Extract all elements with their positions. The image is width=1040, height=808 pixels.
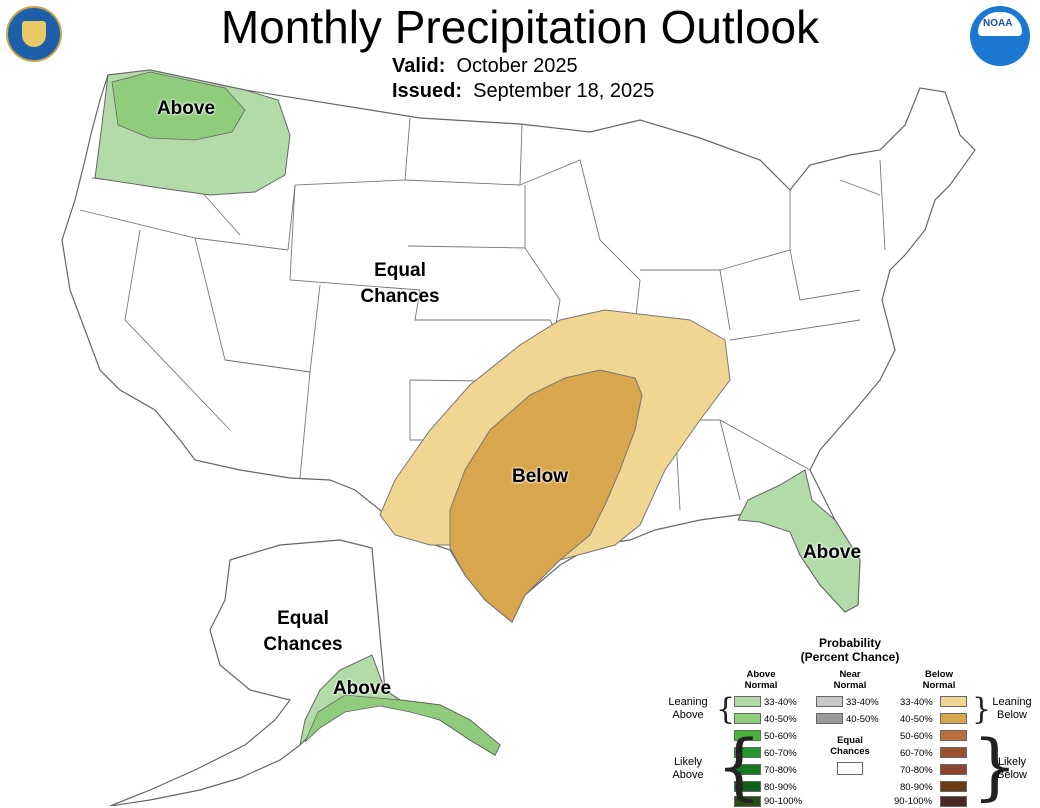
legend-head-below: Below Normal <box>904 669 974 691</box>
legend-likely-below: Likely Below <box>986 756 1038 782</box>
label-above-80-90: 80-90% <box>764 782 797 793</box>
label-below-90-100: 90-100% <box>894 796 933 807</box>
legend-leaning-below-2: Below <box>997 709 1027 721</box>
label-alaska-above: Above <box>332 678 392 699</box>
below-region-core <box>449 369 643 623</box>
label-above-90-100: 90-100% <box>764 796 803 807</box>
label-below-60-70: 60-70% <box>900 748 933 759</box>
issued-value: September 18, 2025 <box>473 80 655 102</box>
commerce-seal-icon <box>6 6 62 62</box>
valid-value: October 2025 <box>456 55 578 77</box>
legend-leaning-below-1: Leaning <box>992 696 1032 708</box>
label-below-50-60: 50-60% <box>900 731 933 742</box>
legend-head-above-2: Normal <box>744 680 778 691</box>
legend-likely-above-1: Likely <box>673 756 703 768</box>
label-above-50-60: 50-60% <box>764 731 797 742</box>
swatch-above-33-40 <box>734 696 761 707</box>
legend-head-below-1: Below <box>925 669 953 680</box>
legend-leaning-below: Leaning Below <box>986 696 1038 722</box>
label-below-80-90: 80-90% <box>900 782 933 793</box>
label-florida: Above <box>802 542 862 563</box>
brace-leaning-above: { <box>716 692 736 727</box>
valid-line: Valid: October 2025 <box>392 55 578 77</box>
swatch-above-80-90 <box>734 781 761 792</box>
legend: Probability (Percent Chance) Above Norma… <box>660 634 1040 808</box>
legend-head-near-1: Near <box>839 669 861 680</box>
swatch-above-40-50 <box>734 713 761 724</box>
legend-head-below-2: Normal <box>922 680 956 691</box>
label-central: Equal Chances <box>340 258 460 310</box>
label-below-70-80: 70-80% <box>900 765 933 776</box>
swatch-above-50-60 <box>734 730 761 741</box>
label-south: Below <box>512 466 568 487</box>
above-region-alaska-core <box>304 694 501 756</box>
legend-likely-below-1: Likely <box>997 756 1027 768</box>
label-central-line1: Equal <box>374 260 426 281</box>
legend-title: Probability (Percent Chance) <box>770 636 930 664</box>
label-central-line2: Chances <box>360 286 440 307</box>
noaa-logo-icon: NOAA <box>970 6 1030 66</box>
legend-head-near: Near Normal <box>815 669 885 691</box>
swatch-above-60-70 <box>734 747 761 758</box>
label-near-33-40: 33-40% <box>846 697 879 708</box>
swatch-near-33-40 <box>816 696 843 707</box>
label-alaska-ec-line2: Chances <box>263 634 343 655</box>
label-above-70-80: 70-80% <box>764 765 797 776</box>
legend-ec-1: Equal <box>837 735 863 746</box>
label-below-40-50: 40-50% <box>900 714 933 725</box>
swatch-below-40-50 <box>940 713 967 724</box>
swatch-below-90-100 <box>940 796 967 807</box>
legend-equal-chances: Equal Chances <box>815 735 885 757</box>
issued-label: Issued: <box>392 80 463 102</box>
legend-title-line1: Probability <box>818 636 881 650</box>
label-near-40-50: 40-50% <box>846 714 879 725</box>
above-region-northwest-core <box>111 71 246 141</box>
issued-line: Issued: September 18, 2025 <box>392 80 654 102</box>
swatch-above-70-80 <box>734 764 761 775</box>
swatch-equal-chances <box>837 762 863 775</box>
legend-head-near-2: Normal <box>833 680 867 691</box>
brace-likely-above: { <box>716 724 762 808</box>
swatch-near-40-50 <box>816 713 843 724</box>
brace-leaning-below: } <box>972 692 992 727</box>
swatch-below-60-70 <box>940 747 967 758</box>
legend-likely-above-2: Above <box>672 769 704 781</box>
page-title: Monthly Precipitation Outlook <box>220 1 820 53</box>
valid-label: Valid: <box>392 55 446 77</box>
legend-likely-above: Likely Above <box>662 756 714 782</box>
swatch-below-70-80 <box>940 764 967 775</box>
legend-head-above-1: Above <box>746 669 776 680</box>
legend-likely-below-2: Below <box>997 769 1027 781</box>
swatch-below-80-90 <box>940 781 967 792</box>
label-above-60-70: 60-70% <box>764 748 797 759</box>
label-above-33-40: 33-40% <box>764 697 797 708</box>
label-alaska-ec-line1: Equal <box>277 608 329 629</box>
swatch-below-50-60 <box>940 730 967 741</box>
legend-leaning-above: Leaning Above <box>662 696 714 722</box>
legend-leaning-above-2: Above <box>672 709 704 721</box>
label-above-40-50: 40-50% <box>764 714 797 725</box>
label-alaska-ec: Equal Chances <box>243 606 363 658</box>
alaska-outline <box>109 539 501 806</box>
label-northwest: Above <box>156 98 216 119</box>
legend-head-above: Above Normal <box>726 669 796 691</box>
swatch-below-33-40 <box>940 696 967 707</box>
legend-leaning-above-1: Leaning <box>668 696 708 708</box>
label-below-33-40: 33-40% <box>900 697 933 708</box>
above-region-florida <box>737 469 861 613</box>
brace-likely-below: } <box>972 724 1018 808</box>
legend-title-line2: (Percent Chance) <box>800 650 900 664</box>
legend-ec-2: Chances <box>830 746 870 757</box>
